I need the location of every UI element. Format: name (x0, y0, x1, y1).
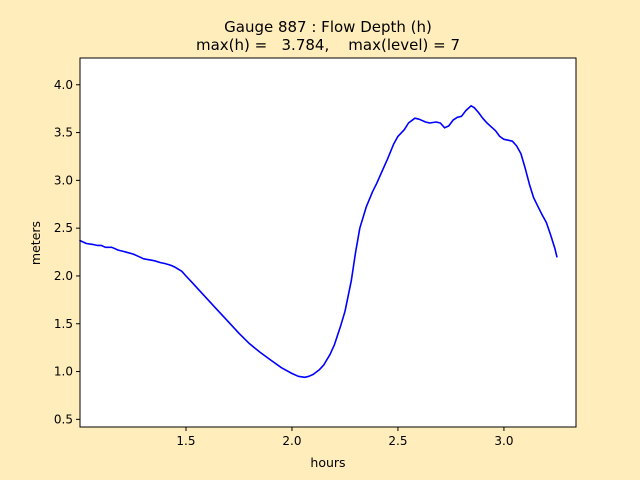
y-tick-label: 3.5 (54, 126, 73, 140)
y-tick-label: 2.0 (54, 269, 73, 283)
series-layer (79, 105, 558, 379)
x-tick-label: 2.0 (282, 434, 301, 448)
y-tick-label: 1.5 (54, 317, 73, 331)
y-tick-label: 0.5 (54, 412, 73, 426)
x-tick-label: 3.0 (494, 434, 513, 448)
ticks-layer: 1.5 2.0 2.5 3.0 0.5 1.0 1.5 2.0 2.5 3.0 3.5 4.0 (54, 78, 514, 448)
plot-area (80, 58, 576, 427)
chart-title-line1: Gauge 887 : Flow Depth (h) (224, 18, 432, 36)
y-axis-label: meters (28, 221, 43, 265)
y-tick-label: 3.0 (54, 173, 73, 187)
y-tick-label: 1.0 (54, 365, 73, 379)
y-tick-label: 2.5 (54, 221, 73, 235)
y-tick-label: 4.0 (54, 78, 73, 92)
x-tick-label: 2.5 (388, 434, 407, 448)
x-tick-label: 1.5 (176, 434, 195, 448)
plot-frame (79, 57, 577, 428)
x-axis-label: hours (310, 455, 345, 470)
series-line-flow-depth (79, 105, 558, 379)
chart-title-line2: max(h) = 3.784, max(level) = 7 (196, 36, 460, 54)
